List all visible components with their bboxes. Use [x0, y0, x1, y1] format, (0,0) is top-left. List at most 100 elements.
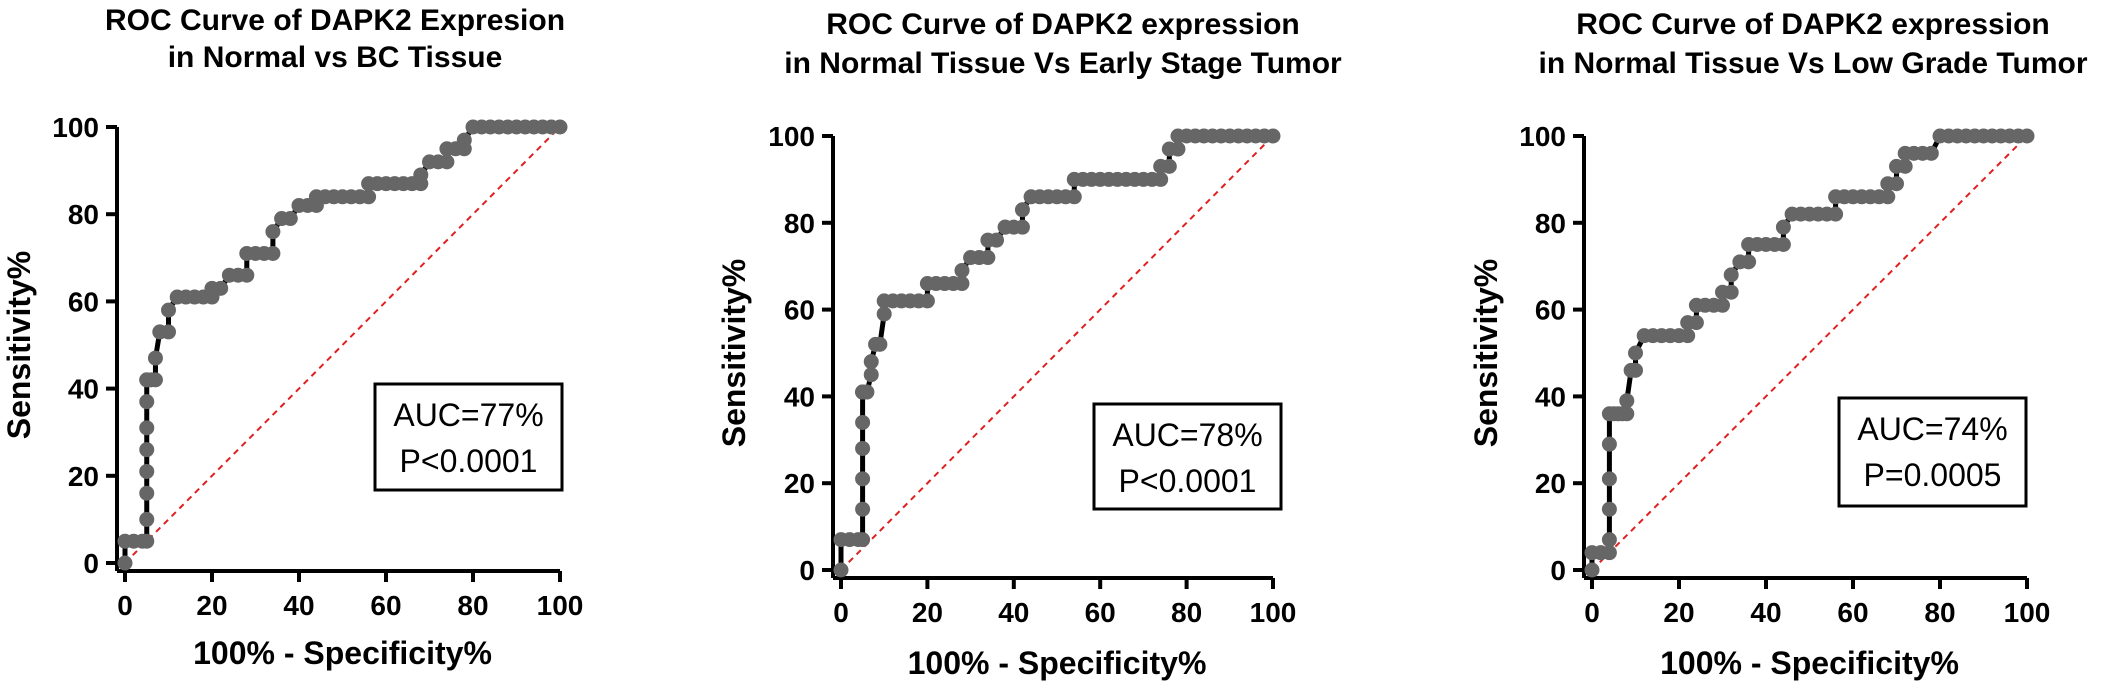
roc-data-point [1680, 328, 1696, 344]
y-tick-label: 0 [1550, 555, 1566, 586]
roc-data-point [1723, 284, 1739, 300]
roc-data-point [1601, 471, 1617, 487]
x-tick-label: 60 [1085, 597, 1116, 628]
auc-value: AUC=74% [1857, 411, 2007, 447]
p-value: P<0.0001 [400, 443, 538, 479]
y-tick-label: 40 [784, 381, 815, 412]
x-tick-label: 40 [998, 597, 1029, 628]
roc-data-point [1715, 297, 1730, 313]
y-tick-label: 60 [1535, 295, 1566, 326]
p-value: P=0.0005 [1864, 457, 2002, 493]
y-tick-label: 100 [52, 112, 99, 143]
y-tick-label: 100 [1519, 121, 1566, 152]
roc-data-point [1619, 393, 1635, 409]
roc-data-point [855, 501, 871, 517]
y-tick-label: 60 [68, 286, 99, 317]
roc-data-point [1601, 545, 1617, 561]
x-axis-label: 100% - Specificity% [193, 635, 492, 671]
roc-data-point [1889, 176, 1904, 192]
roc-data-point [863, 354, 879, 370]
roc-data-point [161, 324, 176, 340]
roc-data-point [1628, 345, 1643, 361]
y-tick-label: 80 [68, 199, 99, 230]
roc-data-point [1897, 158, 1913, 174]
roc-data-point [1014, 202, 1030, 218]
x-tick-label: 100 [537, 590, 584, 621]
y-tick-label: 40 [1535, 381, 1566, 412]
roc-data-point [1775, 237, 1791, 252]
roc-data-point [1014, 219, 1030, 235]
roc-data-point [954, 263, 970, 279]
roc-data-point [1066, 189, 1082, 205]
x-tick-label: 60 [370, 590, 401, 621]
roc-data-point [980, 250, 996, 266]
chart-title-line: ROC Curve of DAPK2 Expresion [105, 4, 565, 37]
roc-data-point [855, 414, 871, 430]
roc-data-point [1601, 532, 1617, 548]
x-tick-label: 60 [1837, 597, 1868, 628]
roc-data-point [147, 350, 163, 366]
roc-data-point [282, 211, 298, 227]
roc-data-point [139, 420, 155, 436]
y-axis-label: Sensitivity% [716, 259, 752, 448]
roc-data-point [1741, 254, 1757, 270]
roc-data-point [1619, 406, 1635, 422]
roc-data-point [139, 533, 155, 549]
reference-diagonal-line [124, 126, 561, 564]
y-tick-label: 80 [784, 208, 815, 239]
roc-data-point [139, 485, 155, 501]
x-tick-label: 40 [283, 590, 314, 621]
y-axis-label: Sensitivity% [1, 251, 37, 440]
roc-data-point [139, 463, 155, 479]
roc-data-point [833, 562, 849, 578]
roc-data-point [1170, 141, 1186, 157]
roc-data-point [1601, 501, 1617, 517]
x-tick-label: 40 [1750, 597, 1781, 628]
roc-data-point [876, 306, 892, 322]
chart-title-line: in Normal Tissue Vs Low Grade Tumor [1538, 47, 2087, 80]
roc-data-point [1161, 158, 1177, 174]
roc-data-point [1923, 145, 1939, 161]
roc-data-point [139, 394, 155, 410]
chart-title-line: in Normal Tissue Vs Early Stage Tumor [784, 47, 1342, 80]
x-tick-label: 20 [196, 590, 227, 621]
x-tick-label: 80 [1924, 597, 1955, 628]
chart-panel-1: ROC Curve of DAPK2 Expresion in Normal vs… [1, 4, 583, 671]
x-tick-label: 0 [117, 590, 133, 621]
roc-data-point [1688, 315, 1704, 331]
roc-data-point [919, 293, 935, 309]
roc-data-point [1880, 189, 1896, 205]
y-tick-label: 20 [1535, 468, 1566, 499]
roc-data-point [239, 267, 255, 283]
chart-panel-3: ROC Curve of DAPK2 expression in Normal T… [1468, 8, 2088, 681]
roc-data-point [1828, 206, 1844, 222]
roc-data-point [855, 532, 871, 548]
roc-data-point [1628, 362, 1643, 378]
roc-data-point [1601, 436, 1617, 452]
roc-data-point [552, 119, 568, 135]
roc-data-point [265, 224, 281, 240]
roc-data-point [855, 471, 871, 487]
roc-data-point [117, 555, 133, 571]
y-tick-label: 20 [68, 461, 99, 492]
y-tick-label: 0 [799, 555, 815, 586]
chart-title-line: ROC Curve of DAPK2 expression [826, 8, 1299, 41]
x-tick-label: 0 [833, 597, 849, 628]
reference-diagonal-line [840, 135, 1274, 571]
auc-annotation-box [1092, 402, 1283, 511]
roc-data-point [147, 372, 163, 388]
x-tick-label: 20 [912, 597, 943, 628]
reference-diagonal-line [1591, 135, 2028, 571]
p-value: P<0.0001 [1119, 463, 1257, 499]
roc-data-point [2019, 128, 2035, 144]
roc-data-point [413, 167, 429, 183]
y-tick-label: 60 [784, 295, 815, 326]
chart-title-line: ROC Curve of DAPK2 expression [1576, 8, 2049, 41]
x-tick-label: 80 [457, 590, 488, 621]
x-tick-label: 0 [1584, 597, 1600, 628]
roc-data-point [139, 511, 155, 527]
auc-annotation-box [1837, 396, 2028, 508]
x-tick-label: 100 [1250, 597, 1297, 628]
x-tick-label: 100 [2004, 597, 2051, 628]
